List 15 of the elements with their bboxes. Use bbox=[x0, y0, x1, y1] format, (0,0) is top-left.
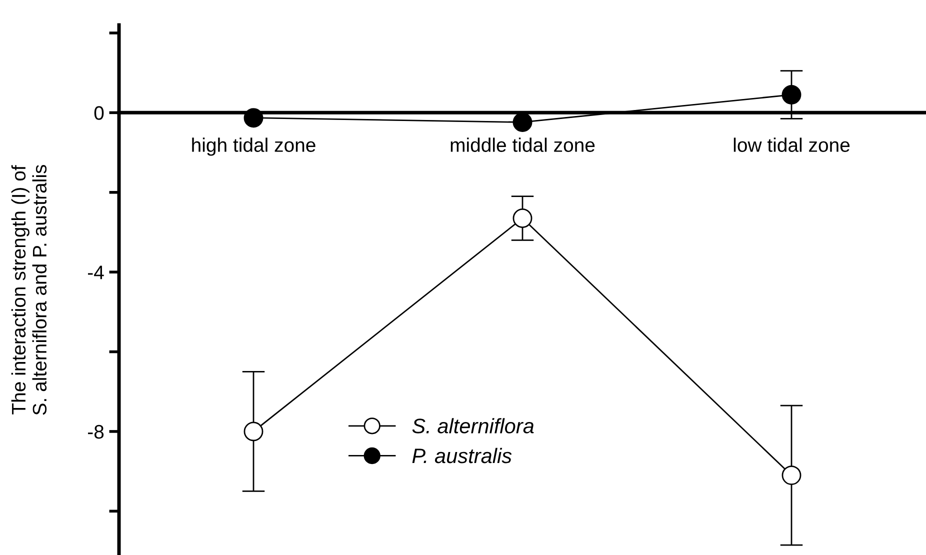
point bbox=[782, 85, 802, 104]
y-tick-label: -8 bbox=[88, 424, 104, 439]
y-axis-title: The interaction strength (I) of S. alterniflora and P. australis bbox=[11, 164, 47, 415]
point bbox=[782, 466, 802, 486]
y-tick-label: -4 bbox=[88, 266, 104, 280]
x-tick-label: high tidal zone bbox=[192, 138, 316, 156]
point bbox=[244, 422, 264, 442]
x-tick-label: low tidal zone bbox=[734, 138, 850, 152]
point bbox=[512, 112, 532, 132]
point bbox=[244, 108, 264, 128]
legend-label: S. alterniflora bbox=[412, 418, 534, 434]
y-tick-label: 0 bbox=[94, 106, 104, 120]
point bbox=[512, 208, 532, 228]
x-tick-label: middle tidal zone bbox=[450, 138, 595, 152]
legend-label: P. australis bbox=[412, 448, 512, 464]
